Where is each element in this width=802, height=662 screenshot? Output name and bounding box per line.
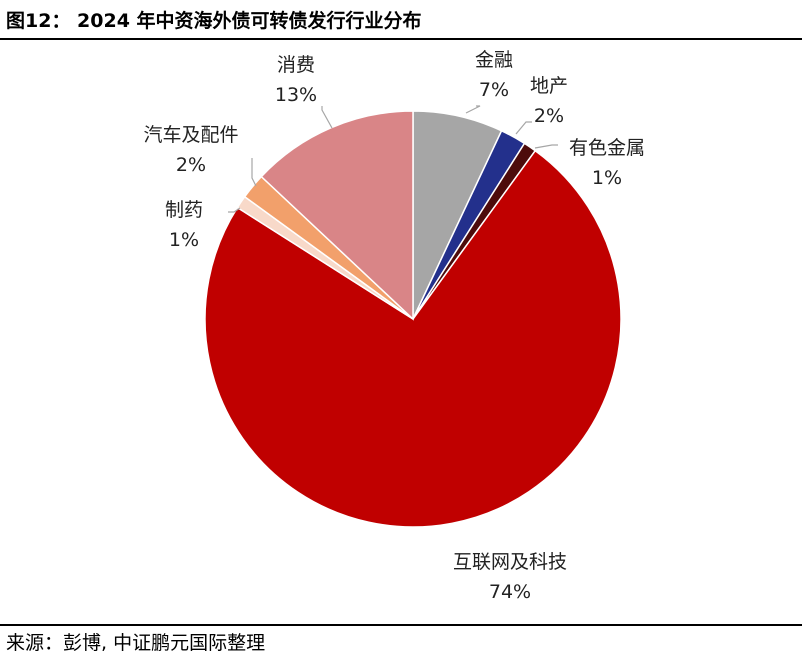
pie-slice-6: [260, 110, 414, 321]
leader-lines: [228, 105, 558, 213]
leader-line-5: [251, 158, 257, 187]
source-note: 来源：彭博, 中证鹏元国际整理: [6, 632, 266, 654]
leader-line-4: [228, 207, 241, 213]
pie-slice-3: [204, 149, 622, 528]
slice-percent-label: 1%: [592, 167, 622, 189]
leader-line-2: [534, 144, 558, 149]
figure-title: 图12： 2024 年中资海外债可转债发行行业分布: [6, 10, 422, 32]
slice-name-label: 金融: [475, 49, 513, 71]
slice-name-label: 制药: [165, 199, 203, 221]
slice-name-label: 互联网及科技: [453, 551, 567, 573]
slice-percent-label: 74%: [489, 581, 531, 603]
leader-line-0: [465, 105, 481, 114]
slice-percent-label: 13%: [275, 84, 317, 106]
slice-percent-label: 2%: [534, 105, 564, 127]
leader-line-1: [515, 121, 532, 135]
slice-percent-label: 7%: [479, 79, 509, 101]
slice-percent-label: 1%: [169, 229, 199, 251]
slice-percent-label: 2%: [176, 154, 206, 176]
slice-name-label: 地产: [530, 75, 568, 97]
slice-name-label: 消费: [277, 54, 315, 76]
slice-name-label: 汽车及配件: [143, 124, 238, 146]
source-rule: [0, 624, 802, 626]
leader-line-6: [321, 106, 333, 129]
slice-name-label: 有色金属: [569, 137, 645, 159]
pie-slices: [204, 110, 622, 528]
title-rule: [0, 38, 802, 40]
